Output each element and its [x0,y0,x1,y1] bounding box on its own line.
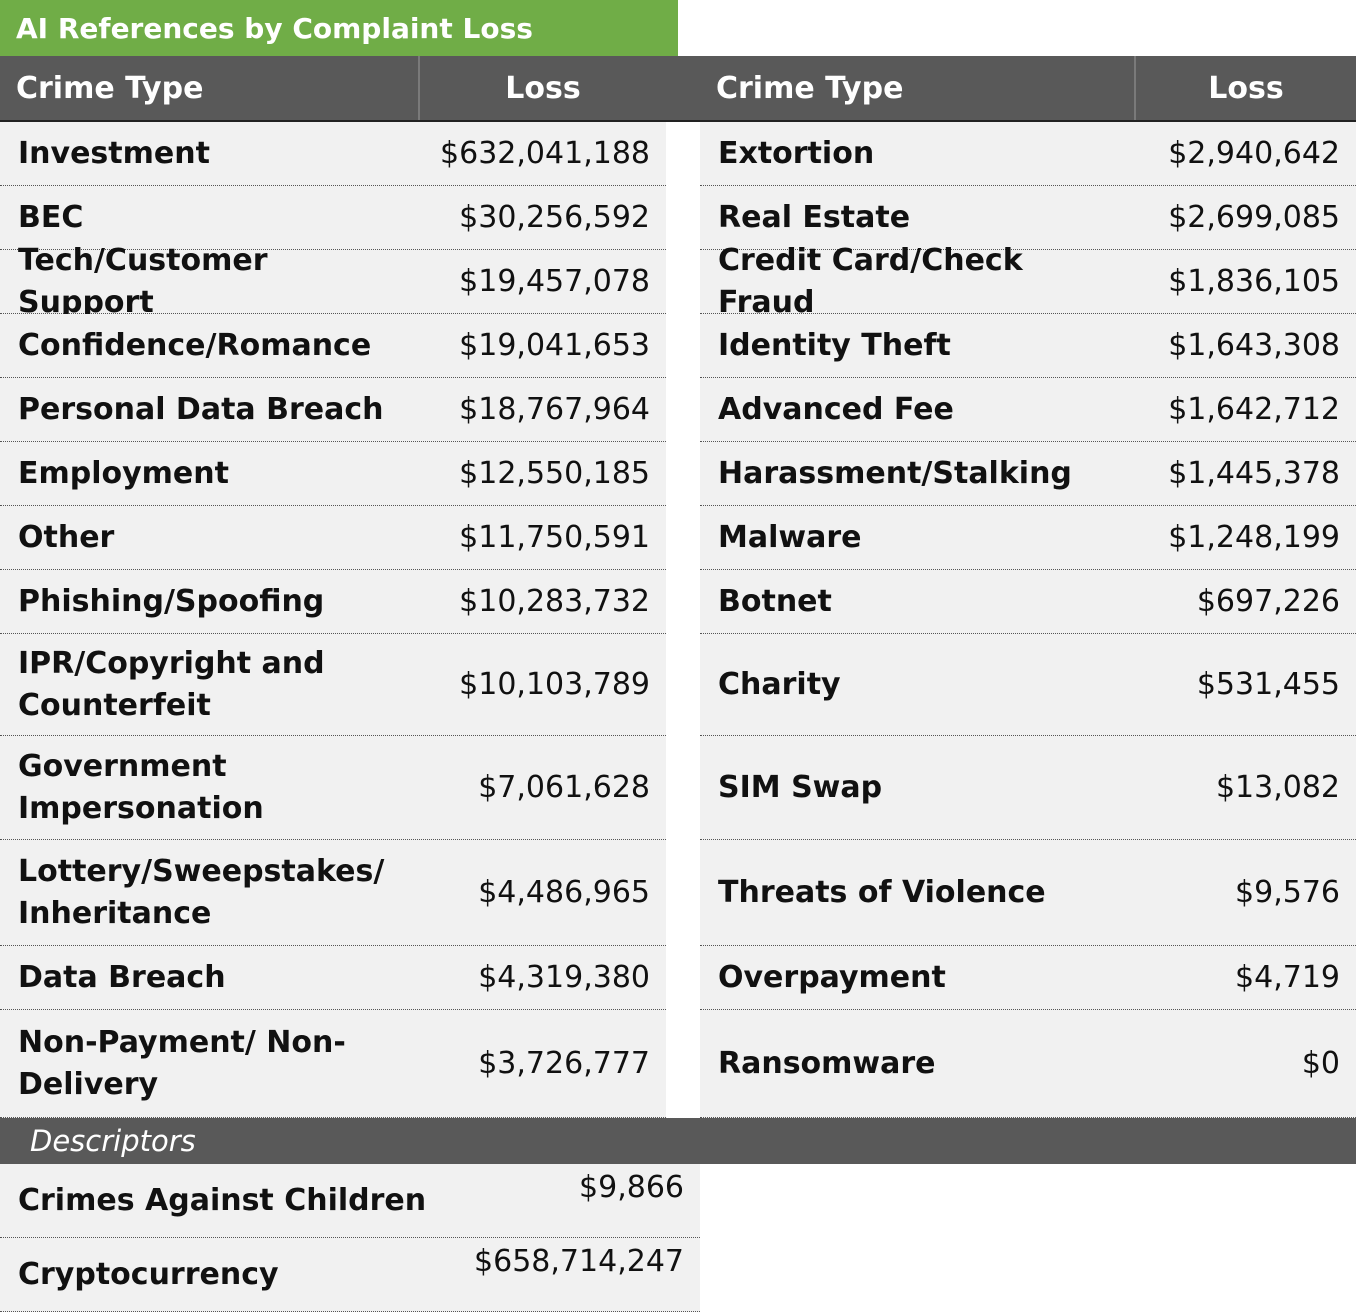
header-divider [1134,56,1136,120]
table-row: Non-Payment/ Non-Delivery $3,726,777 [0,1010,666,1118]
crime-type-cell: Confidence/Romance [18,327,372,363]
loss-cell: $2,940,642 [1168,136,1340,171]
crime-type-cell: Lottery/Sweepstakes/ Inheritance [18,853,385,931]
loss-cell: $12,550,185 [459,456,650,491]
table-row: Extortion $2,940,642 [700,122,1356,186]
loss-cell: $19,457,078 [459,264,650,299]
table-row: Other $11,750,591 [0,506,666,570]
crime-type-cell: Ransomware [718,1045,936,1081]
loss-cell: $30,256,592 [459,200,650,235]
table-row: BEC $30,256,592 [0,186,666,250]
crime-type-cell: Threats of Violence [718,874,1046,910]
crime-type-cell: Extortion [718,135,875,171]
loss-cell: $13,082 [1215,770,1340,805]
table-row: Botnet $697,226 [700,570,1356,634]
table-row: Threats of Violence $9,576 [700,840,1356,946]
loss-cell: $4,319,380 [478,960,650,995]
table-row: Overpayment $4,719 [700,946,1356,1010]
table-row: Ransomware $0 [700,1010,1356,1118]
table-title: AI References by Complaint Loss [0,0,678,56]
loss-cell: $18,767,964 [459,392,650,427]
table-row: Personal Data Breach $18,767,964 [0,378,666,442]
loss-cell: $697,226 [1196,584,1340,619]
descriptor-row: Crimes Against Children $9,866 [0,1164,700,1238]
table-row: Real Estate $2,699,085 [700,186,1356,250]
crime-type-cell: BEC [18,199,84,235]
crime-type-cell: Employment [18,455,229,491]
crime-type-cell: Data Breach [18,959,226,995]
crime-type-cell: Phishing/Spoofing [18,583,325,619]
loss-cell: $10,283,732 [459,584,650,619]
loss-cell: $632,041,188 [440,136,650,171]
table-row: Identity Theft $1,643,308 [700,314,1356,378]
header-rule [0,120,1356,122]
loss-cell: $1,836,105 [1168,264,1340,299]
crime-type-cell: Harassment/Stalking [718,455,1072,491]
table-row: Tech/Customer Support $19,457,078 [0,242,666,320]
loss-cell: $1,248,199 [1168,520,1340,555]
crime-type-cell: Tech/Customer Support [18,242,268,320]
crime-type-cell: Botnet [718,583,832,619]
loss-cell: $9,576 [1235,875,1340,910]
loss-cell: $19,041,653 [459,328,650,363]
loss-cell: $10,103,789 [459,667,650,702]
table-row: Confidence/Romance $19,041,653 [0,314,666,378]
crime-type-cell: SIM Swap [718,769,883,805]
loss-cell: $0 [1301,1046,1340,1081]
table-row: Phishing/Spoofing $10,283,732 [0,570,666,634]
header-loss-left: Loss [420,56,666,120]
crime-type-cell: Real Estate [718,199,911,235]
table-row: Credit Card/Check Fraud $1,836,105 [700,242,1356,320]
crime-type-cell: Overpayment [718,959,946,995]
loss-cell: $4,719 [1235,960,1340,995]
descriptor-loss: $9,866 [579,1170,684,1205]
loss-cell: $1,445,378 [1168,456,1340,491]
loss-cell: $7,061,628 [478,770,650,805]
crime-type-cell: Personal Data Breach [18,391,384,427]
descriptors-header: Descriptors [0,1118,1356,1164]
loss-cell: $2,699,085 [1168,200,1340,235]
loss-cell: $3,726,777 [478,1046,650,1081]
table-row: IPR/Copyright and Counterfeit $10,103,789 [0,634,666,736]
header-loss-right: Loss [1136,56,1356,120]
table-row: Lottery/Sweepstakes/ Inheritance $4,486,9… [0,840,666,946]
crime-type-cell: Other [18,519,115,555]
loss-cell: $531,455 [1196,667,1340,702]
table-row: Harassment/Stalking $1,445,378 [700,442,1356,506]
table-row: Advanced Fee $1,642,712 [700,378,1356,442]
header-gap [666,56,700,120]
loss-cell: $1,642,712 [1168,392,1340,427]
table-row: Charity $531,455 [700,634,1356,736]
crime-type-cell: Charity [718,666,841,702]
crime-type-cell: Malware [718,519,862,555]
table-row: Malware $1,248,199 [700,506,1356,570]
descriptor-name: Cryptocurrency [18,1256,279,1292]
crime-type-cell: Identity Theft [718,327,951,363]
header-divider [418,56,420,120]
crime-type-cell: Government Impersonation [18,748,264,826]
loss-cell: $11,750,591 [459,520,650,555]
loss-cell: $1,643,308 [1168,328,1340,363]
header-crime-type-left: Crime Type [0,56,418,120]
crime-type-cell: Non-Payment/ Non-Delivery [18,1024,346,1102]
table-row: SIM Swap $13,082 [700,736,1356,840]
descriptor-name: Crimes Against Children [18,1182,427,1218]
table-row: Investment $632,041,188 [0,122,666,186]
crime-type-cell: Credit Card/Check Fraud [718,242,1023,320]
descriptor-loss: $658,714,247 [474,1244,684,1279]
table-row: Employment $12,550,185 [0,442,666,506]
header-crime-type-right: Crime Type [700,56,1134,120]
crime-type-cell: Investment [18,135,210,171]
descriptor-row: Cryptocurrency $658,714,247 [0,1238,700,1312]
loss-cell: $4,486,965 [478,875,650,910]
table-row: Government Impersonation $7,061,628 [0,736,666,840]
table-row: Data Breach $4,319,380 [0,946,666,1010]
crime-type-cell: IPR/Copyright and Counterfeit [18,645,325,723]
crime-type-cell: Advanced Fee [718,391,954,427]
